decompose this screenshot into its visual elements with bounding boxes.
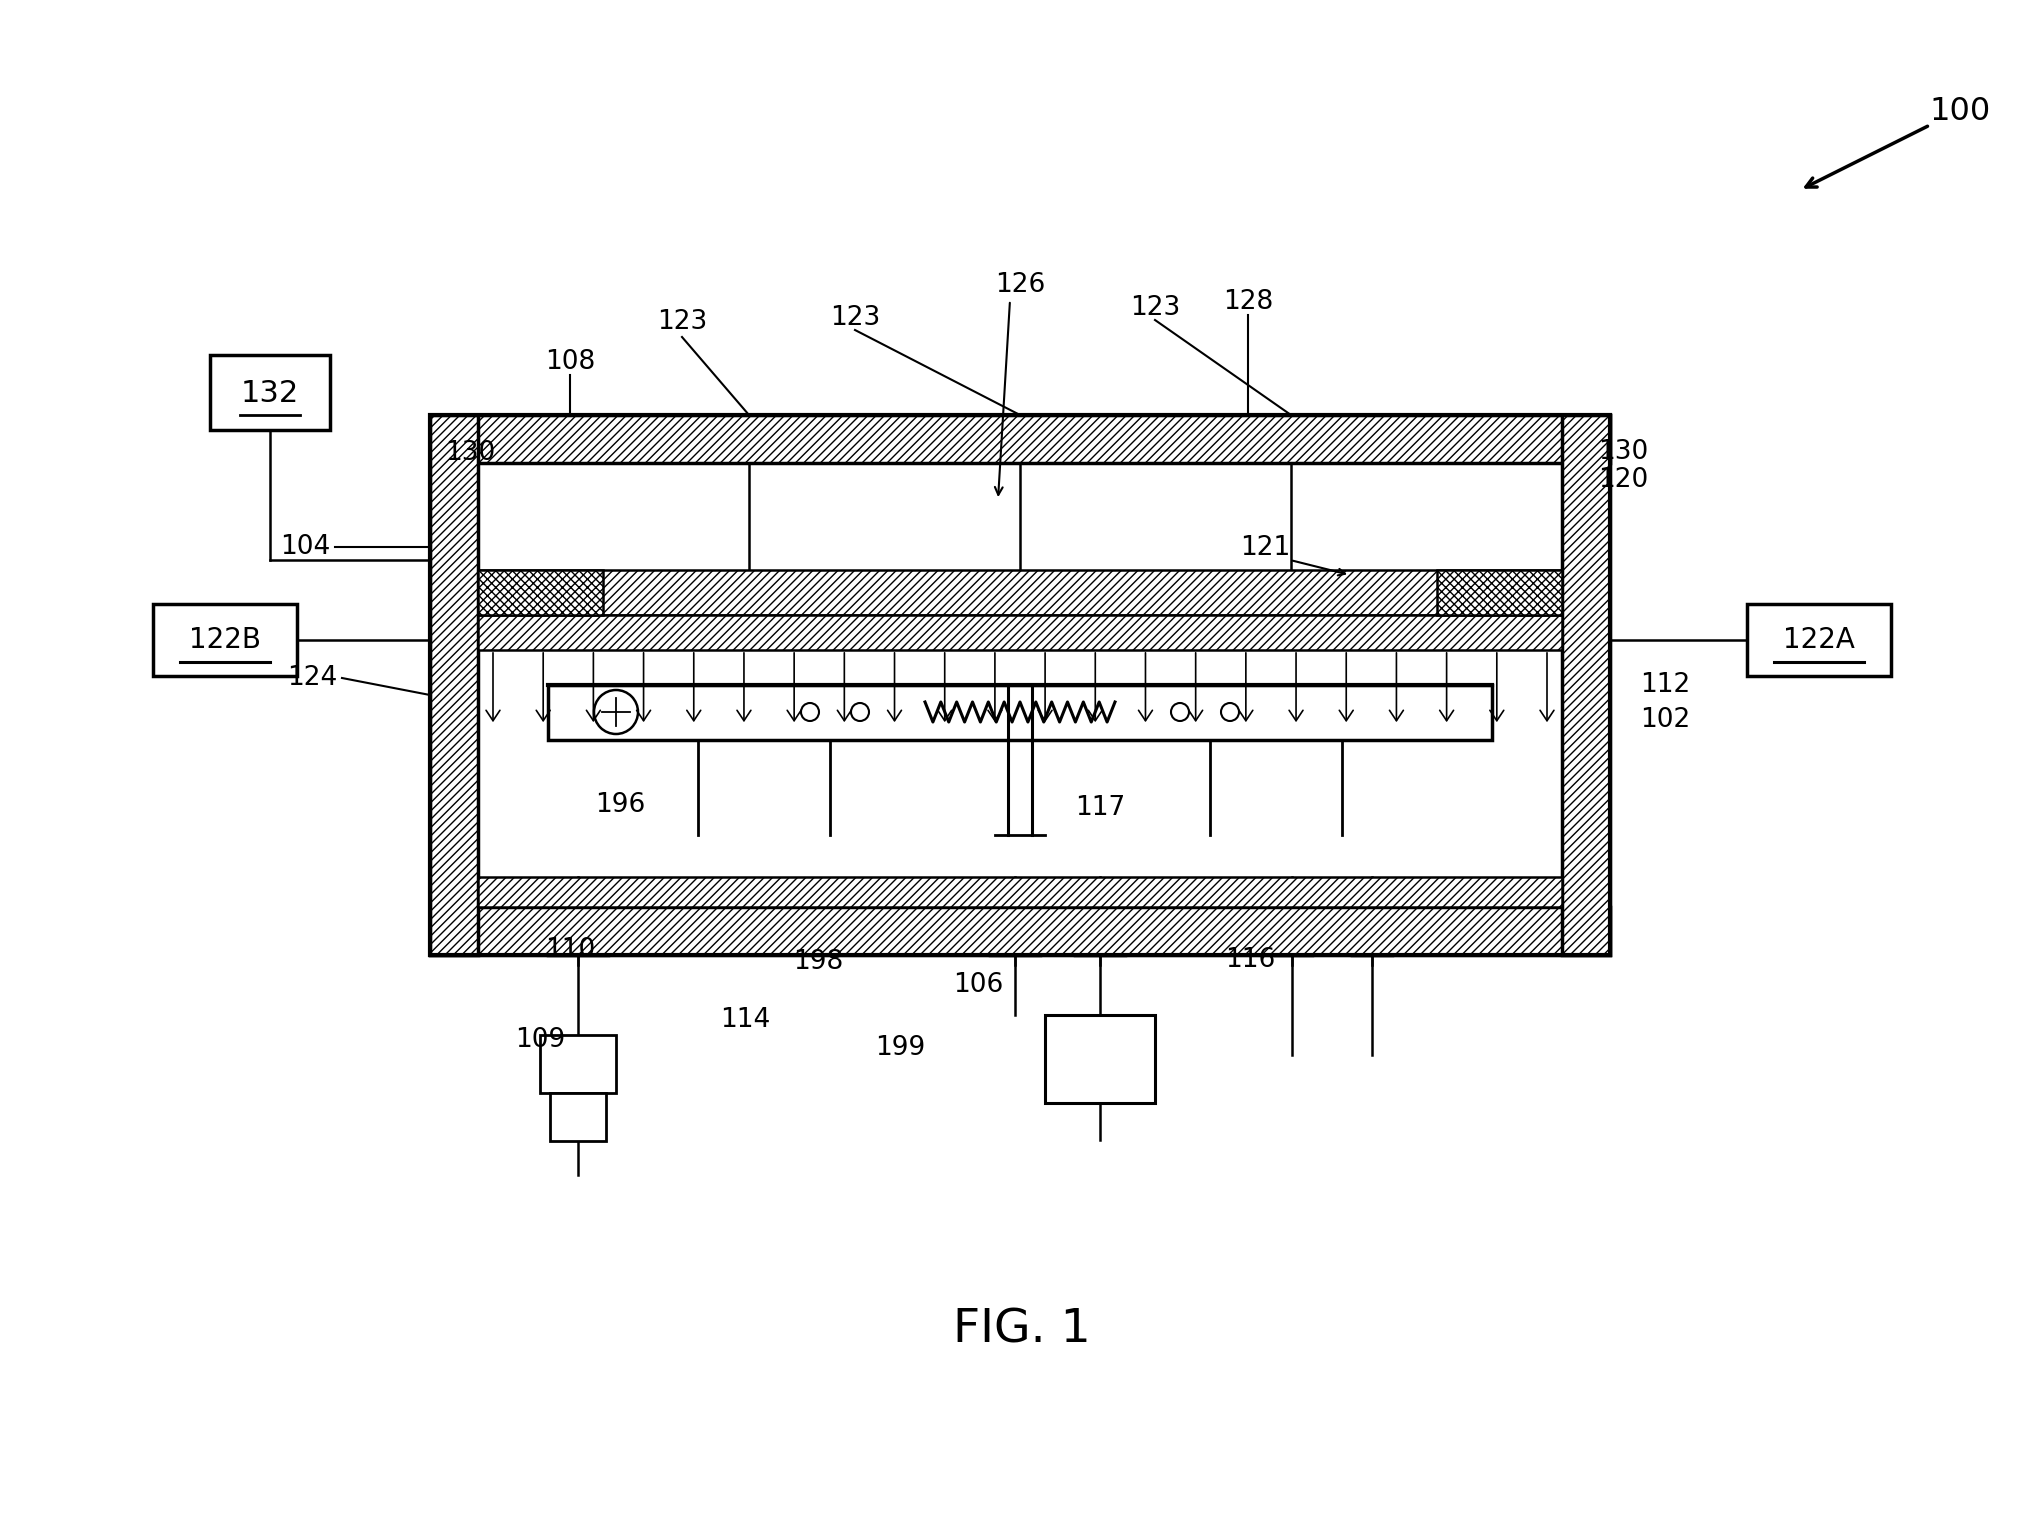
Text: 108: 108: [546, 349, 595, 375]
Bar: [478, 570, 603, 615]
Text: 199: 199: [875, 1035, 926, 1061]
Text: 198: 198: [793, 950, 842, 976]
Text: 123: 123: [830, 304, 881, 330]
Bar: [429, 907, 1611, 956]
Text: 130: 130: [446, 440, 495, 466]
Bar: [153, 604, 296, 676]
Text: 196: 196: [595, 792, 646, 818]
Bar: [548, 685, 1492, 740]
Text: 126: 126: [995, 272, 1044, 298]
Text: 106: 106: [953, 972, 1004, 998]
Bar: [550, 1093, 605, 1141]
Bar: [1044, 1015, 1155, 1102]
Bar: [478, 878, 1562, 907]
Text: 122B: 122B: [188, 625, 262, 654]
Text: 112: 112: [1639, 673, 1690, 699]
Text: 102: 102: [1639, 706, 1690, 732]
Text: 132: 132: [241, 379, 298, 408]
Text: 117: 117: [1075, 795, 1124, 821]
Bar: [1562, 414, 1611, 956]
Bar: [429, 414, 1611, 463]
Bar: [478, 570, 1562, 615]
Text: 122A: 122A: [1782, 625, 1856, 654]
Text: 124: 124: [286, 665, 337, 691]
Text: FIG. 1: FIG. 1: [953, 1307, 1091, 1353]
Text: 110: 110: [546, 937, 595, 963]
Text: 123: 123: [656, 309, 707, 335]
Text: 128: 128: [1222, 289, 1273, 315]
Text: 121: 121: [1241, 535, 1290, 561]
Text: 114: 114: [719, 1008, 771, 1034]
Text: 130: 130: [1598, 439, 1647, 465]
Bar: [1748, 604, 1891, 676]
Text: 116: 116: [1224, 946, 1275, 972]
Bar: [478, 615, 1562, 650]
Bar: [429, 414, 478, 956]
Bar: [1437, 570, 1562, 615]
Bar: [211, 355, 329, 430]
Text: 120: 120: [1598, 466, 1647, 492]
Text: 123: 123: [1130, 295, 1179, 321]
Bar: [429, 414, 1611, 956]
Text: 104: 104: [280, 534, 329, 560]
Bar: [540, 1035, 615, 1093]
Text: 100: 100: [1930, 96, 1991, 127]
Text: 109: 109: [515, 1027, 564, 1053]
